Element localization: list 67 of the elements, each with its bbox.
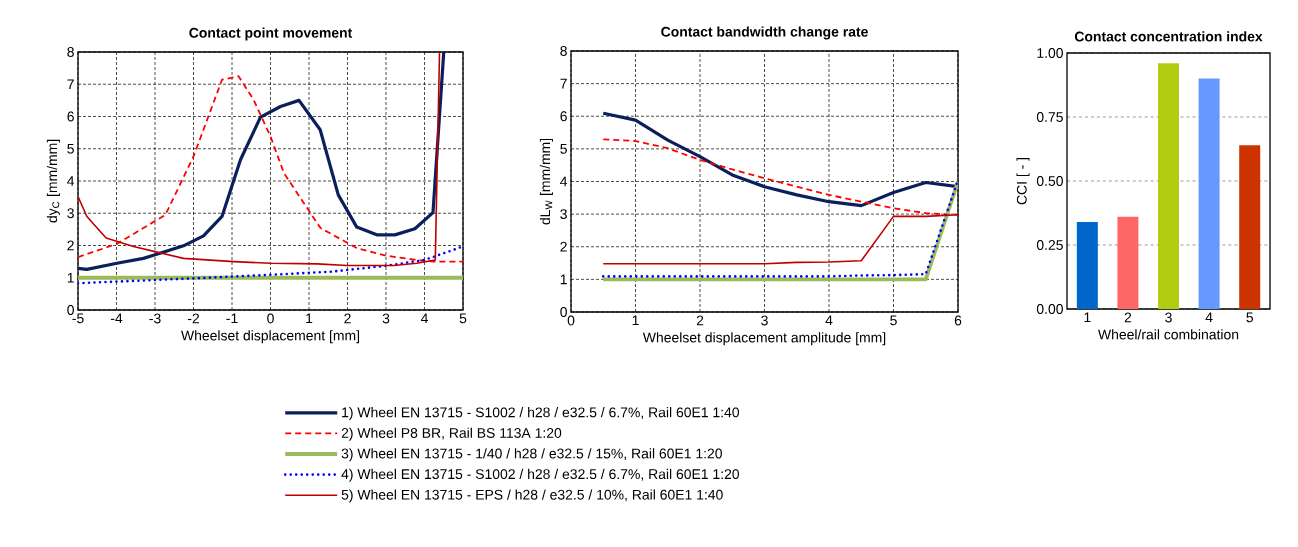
legend-label: 1) Wheel EN 13715 - S1002 / h28 / e32.5 / 6.7%, Rail 60E1 1:40 (342, 407, 740, 421)
x-axis-title: Wheel/rail combination (1098, 329, 1239, 340)
x-tick-label: 0 (567, 315, 575, 326)
x-axis-title: Wheelset displacement amplitude [mm] (642, 332, 886, 346)
y-tick-label: 1.00 (1037, 48, 1063, 58)
x-tick-label: -1 (226, 313, 238, 324)
x-tick-label: 0 (267, 313, 274, 324)
y-tick-label: 6 (560, 111, 567, 122)
bar (1117, 216, 1139, 309)
y-tick-label: 0.25 (1036, 240, 1063, 250)
y-tick-label: 2 (560, 241, 567, 252)
y-tick-label: 0.00 (1036, 304, 1063, 314)
chart-title: Contact point movement (189, 27, 353, 41)
y-tick-label: 0.50 (1036, 176, 1063, 186)
x-tick-label: 4 (1205, 312, 1213, 323)
y-tick-label: 3 (67, 208, 74, 219)
x-tick-label: 5 (890, 315, 897, 326)
chart-title: Contact concentration index (1074, 31, 1263, 42)
bar (1239, 145, 1261, 309)
x-tick-label: 4 (420, 313, 428, 324)
line-series (78, 75, 464, 263)
x-tick-label: 2 (696, 315, 704, 326)
x-tick-label: 5 (1246, 312, 1253, 323)
x-tick-label: 4 (825, 315, 833, 326)
y-tick-label: 0.75 (1036, 112, 1063, 122)
y-tick-label: 4 (560, 176, 568, 187)
y-tick-label: 4 (67, 176, 75, 186)
chart-title: Contact bandwidth change rate (661, 26, 868, 40)
x-tick-label: 5 (459, 313, 467, 324)
y-tick-label: 1 (560, 274, 567, 285)
y-tick-label: 0 (67, 305, 74, 315)
x-tick-label: 1 (306, 313, 313, 324)
legend-label: 2) Wheel P8 BR, Rail BS 113A 1:20 (341, 427, 562, 441)
x-tick-label: 6 (954, 315, 962, 326)
x-tick-label: 1 (1084, 312, 1091, 323)
bar (1198, 78, 1220, 309)
legend-label: 4) Wheel EN 13715 - S1002 / h28 / e32.5 / 6.7%, Rail 60E1 1:20 (341, 468, 740, 482)
y-axis-title: dL$_{W}$ [mm/mm] (539, 138, 553, 225)
x-tick-label: 1 (632, 315, 639, 326)
x-tick-label: 3 (761, 315, 768, 326)
y-tick-label: 1 (67, 272, 74, 283)
y-tick-label: 2 (67, 240, 74, 251)
y-tick-label: 5 (67, 143, 74, 154)
x-tick-label: 3 (1165, 312, 1172, 323)
legend-label: 5) Wheel EN 13715 - EPS / h28 / e32.5 / 10%, Rail 60E1 1:40 (341, 489, 723, 503)
y-tick-label: 8 (67, 47, 74, 57)
bar (1158, 63, 1180, 309)
y-tick-label: 6 (67, 111, 74, 122)
x-tick-label: 2 (344, 313, 351, 324)
x-tick-label: -3 (149, 313, 161, 324)
y-axis-title: CCI [ - ] (1016, 157, 1030, 205)
bar (1076, 221, 1098, 309)
y-tick-label: 3 (560, 209, 567, 220)
line-series (78, 245, 464, 285)
x-tick-label: -5 (72, 313, 84, 324)
x-tick-label: 2 (1124, 312, 1132, 323)
x-tick-label: -2 (187, 313, 200, 324)
x-tick-label: -4 (110, 313, 123, 324)
y-axis-title: dy$_{C}$ [mm/mm] (46, 139, 60, 223)
y-tick-label: 7 (560, 78, 567, 89)
line-series (602, 213, 959, 265)
y-tick-label: 7 (67, 79, 74, 90)
y-tick-label: 8 (560, 46, 567, 56)
x-axis-title: Wheelset displacement [mm] (181, 330, 360, 344)
y-tick-label: 5 (560, 144, 567, 154)
x-tick-label: 3 (382, 313, 390, 324)
legend-label: 3) Wheel EN 13715 - 1/40 / h28 / e32.5 / 15%, Rail 60E1 1:20 (341, 448, 722, 462)
